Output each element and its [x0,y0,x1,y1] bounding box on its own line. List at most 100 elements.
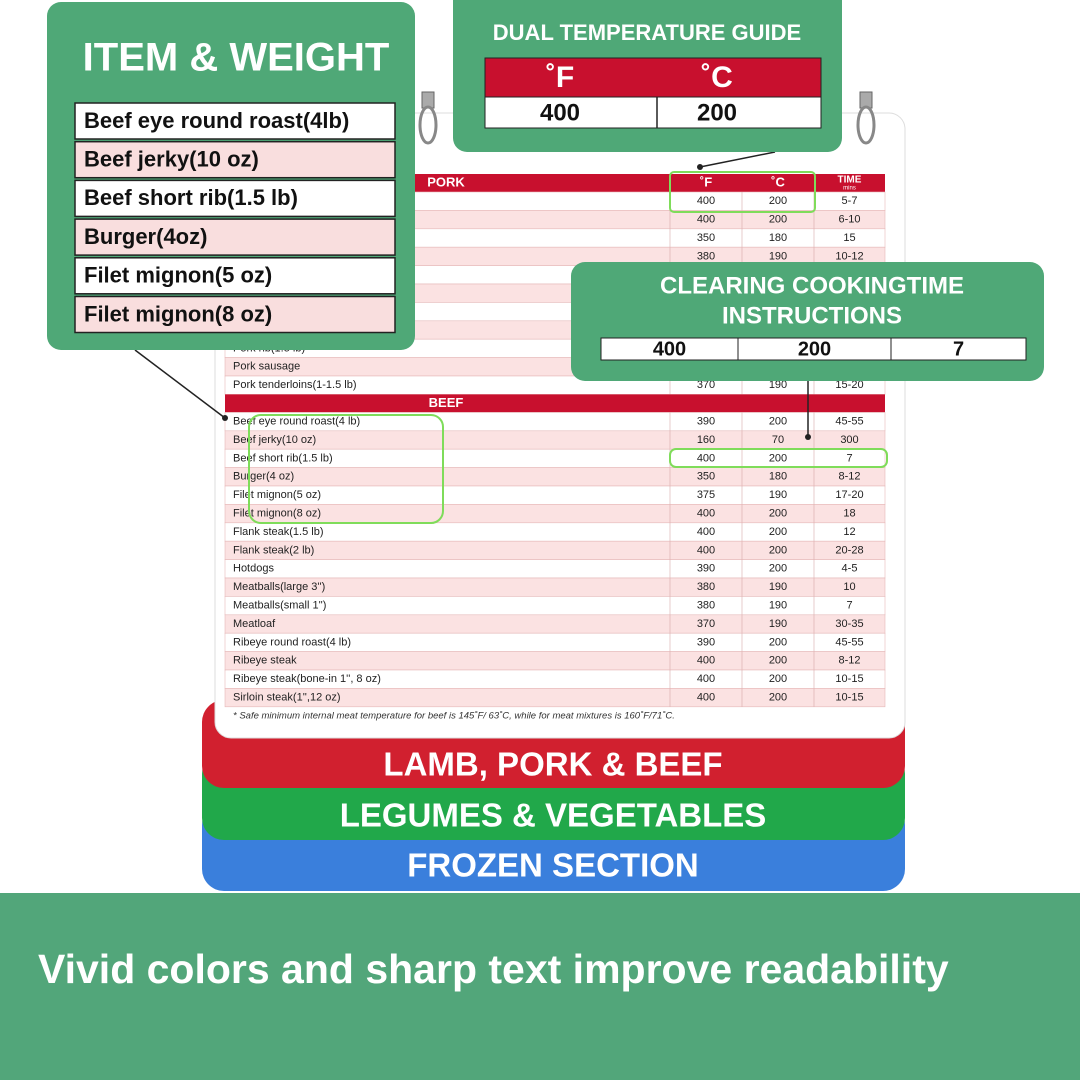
row-value: 300 [840,434,858,446]
connector-dot [222,415,228,421]
callout-title: CLEARING COOKINGTIME [660,272,964,299]
row-value: 190 [769,250,787,262]
section-header: BEEF [429,395,464,410]
row-value: 17-20 [835,489,863,501]
row-name: Meatballs(large 3'') [233,581,325,593]
row-value: 200 [769,526,787,538]
row-value: 200 [769,636,787,648]
callout-title: INSTRUCTIONS [722,302,902,329]
row-value: 200 [769,214,787,226]
tab-label: LAMB, PORK & BEEF [383,746,722,783]
row-value: 15 [843,232,855,244]
row-value: 10-12 [835,250,863,262]
row-value: 370 [697,379,715,391]
row-value: 190 [769,581,787,593]
ring [418,105,438,145]
row-value: 375 [697,489,715,501]
banner: Vivid colors and sharp text improve read… [0,893,1080,1080]
row-name: Meatballs(small 1'') [233,600,326,612]
callout-title: DUAL TEMPERATURE GUIDE [493,20,801,45]
row-name: Ribeye steak [233,655,297,667]
row-value: 350 [697,471,715,483]
row-value: 400 [697,544,715,556]
row-name: Filet mignon(5 oz) [233,489,321,501]
row-value: 7 [846,600,852,612]
row-value: 400 [697,655,715,667]
row-value: 400 [697,508,715,520]
row-value: 200 [769,692,787,704]
row-name: Beef short rib(1.5 lb) [233,452,333,464]
temp-unit: ˚C [701,61,733,94]
row-value: 390 [697,416,715,428]
row-value: 200 [769,508,787,520]
row-value: 18 [843,508,855,520]
temp-value: 200 [697,99,737,126]
row-name: Hotdogs [233,563,274,575]
row-value: 400 [697,526,715,538]
row-name: Sirloin steak(1'',12 oz) [233,692,341,704]
row-value: 350 [697,232,715,244]
temp-value: 400 [540,99,580,126]
row-name: Pork tenderloins(1-1.5 lb) [233,379,357,391]
item-text: Filet mignon(5 oz) [84,263,272,288]
row-value: 70 [772,434,784,446]
row-name: Beef eye round roast(4 lb) [233,416,360,428]
row-value: 180 [769,471,787,483]
item-text: Beef eye round roast(4lb) [84,108,349,133]
row-value: 380 [697,250,715,262]
item-row [74,140,396,179]
time-value: 400 [653,338,686,360]
connector [134,349,226,419]
row-value: 400 [697,195,715,207]
row-value: 10-15 [835,692,863,704]
row-value: 7 [846,452,852,464]
table-row [224,430,886,450]
connector-dot [805,434,811,440]
row-value: 30-35 [835,618,863,630]
row-name: Ribeye steak(bone-in 1'', 8 oz) [233,673,381,685]
row-value: 45-55 [835,636,863,648]
row-name: Filet mignon(8 oz) [233,508,321,520]
footnote: * Safe minimum internal meat temperature… [233,710,675,721]
row-value: 6-10 [838,214,860,226]
row-value: 15-20 [835,379,863,391]
row-value: 200 [769,655,787,667]
row-value: 400 [697,673,715,685]
tab-label: FROZEN SECTION [407,847,699,884]
item-text: Beef short rib(1.5 lb) [84,185,298,210]
temp-unit: ˚F [546,61,574,94]
banner-bg [0,893,1080,1080]
banner-text: Vivid colors and sharp text improve read… [38,946,949,992]
row-name: Burger(4 oz) [233,471,294,483]
row-value: 180 [769,232,787,244]
row-value: 10-15 [835,673,863,685]
column-header: TIME [838,175,862,186]
row-value: 390 [697,563,715,575]
row-value: 200 [769,673,787,685]
row-value: 190 [769,489,787,501]
callout-title: ITEM & WEIGHT [83,36,390,80]
row-value: 8-12 [838,655,860,667]
row-value: 370 [697,618,715,630]
row-name: Ribeye round roast(4 lb) [233,636,351,648]
highlight [248,414,444,524]
row-name: Beef jerky(10 oz) [233,434,316,446]
ring [856,105,876,145]
row-value: 200 [769,195,787,207]
row-value: 400 [697,692,715,704]
overlays: ITEM & WEIGHT Beef eye round roast(4lb) Be… [47,0,1044,381]
item-row [74,218,396,256]
time-value: 200 [798,338,831,360]
item-row [74,179,396,218]
time-unit: mins [843,186,856,192]
connector-dot [697,164,703,170]
item-row [74,102,396,140]
row-value: 380 [697,581,715,593]
item-row [74,295,396,334]
row-value: 200 [769,544,787,556]
row-value: 12 [843,526,855,538]
tab-label: LEGUMES & VEGETABLES [340,797,767,834]
column-header: ˚F [700,174,712,189]
time-cell [890,337,1027,361]
